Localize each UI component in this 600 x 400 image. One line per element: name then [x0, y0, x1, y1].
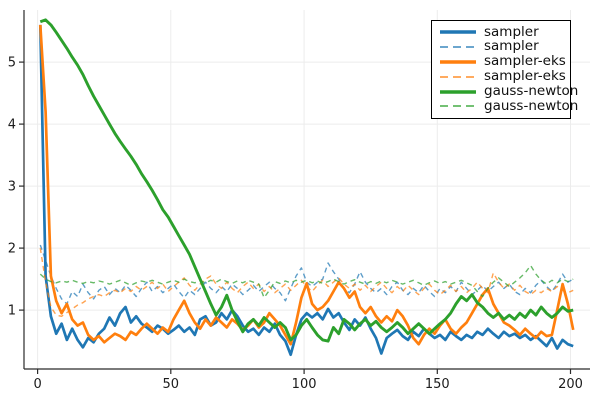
legend-entry-sampler-eks-solid: sampler-eks: [439, 55, 566, 70]
legend: sampler sampler sampler-eks sampler-eks …: [431, 20, 578, 119]
y-tick-label: 5: [8, 56, 16, 71]
legend-entry-sampler-solid: sampler: [439, 25, 566, 40]
legend-entry-sampler-eks-dashed: sampler-eks: [439, 69, 566, 84]
legend-label: sampler-eks: [484, 68, 566, 85]
legend-line-sample-icon: [440, 60, 476, 64]
legend-line-sample-icon: [440, 75, 476, 78]
y-tick-label: 4: [8, 118, 16, 133]
y-tick-label: 3: [8, 180, 16, 195]
series-line-sampler-solid: [38, 24, 574, 357]
legend-entry-gauss-newton-solid: gauss-newton: [439, 84, 578, 99]
series-line-sampler-eks-dashed: [39, 247, 574, 317]
legend-line-sample-icon: [440, 105, 476, 108]
series-line-sampler-eks-solid: [38, 24, 575, 346]
x-tick-label: 150: [425, 377, 450, 392]
legend-line-sample-icon: [440, 46, 476, 49]
x-tick-label: 50: [163, 377, 180, 392]
x-tick-label: 0: [33, 377, 41, 392]
legend-label: sampler: [484, 23, 539, 40]
y-tick-label: 1: [8, 304, 16, 319]
legend-entry-gauss-newton-dashed: gauss-newton: [439, 99, 578, 114]
legend-line-sample-icon: [440, 30, 476, 35]
series-line-gauss-newton-solid: [39, 18, 574, 343]
legend-entry-sampler-dashed: sampler: [439, 40, 566, 55]
x-tick-label: 100: [292, 377, 317, 392]
legend-label: gauss-newton: [484, 97, 579, 114]
legend-label: sampler: [484, 38, 539, 55]
series-line-gauss-newton-dashed: [39, 264, 574, 299]
legend-label: gauss-newton: [484, 82, 579, 99]
x-tick-label: 200: [558, 377, 583, 392]
legend-label: sampler-eks: [484, 53, 566, 70]
legend-line-sample-icon: [440, 89, 476, 94]
y-tick-label: 2: [8, 242, 16, 257]
